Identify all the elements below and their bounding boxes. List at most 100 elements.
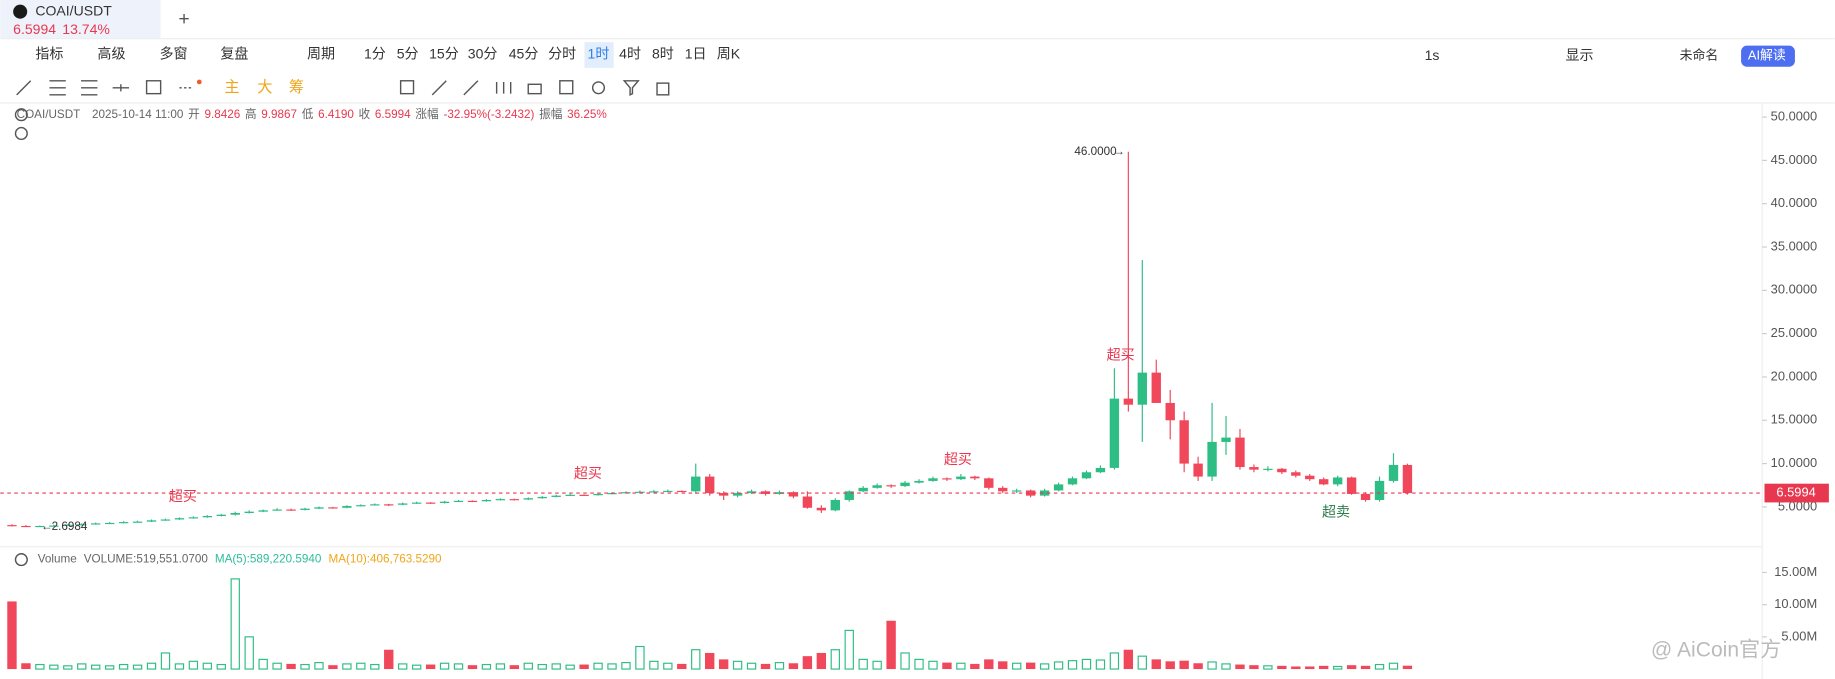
- toolbar: 指标 高级 多窗 复盘 周期 1分 5分 15分 30分 45分 分时 1时 4时 8时 1日 周K 1s 显示 未…: [35, 42, 1795, 96]
- period-button[interactable]: 分时: [548, 46, 576, 62]
- candle-body: [1332, 477, 1343, 485]
- rect-tool[interactable]: [145, 80, 162, 95]
- toolbar-button[interactable]: 复盘: [220, 46, 248, 62]
- toolbar-button[interactable]: 多窗: [159, 46, 187, 62]
- period-button[interactable]: 15分: [429, 46, 459, 62]
- volume-bar: [1081, 658, 1092, 670]
- volume-bar: [774, 662, 785, 670]
- toolbar-button[interactable]: 周期: [307, 46, 335, 62]
- add-tab[interactable]: [179, 14, 189, 24]
- volume-bar: [802, 656, 813, 670]
- tool[interactable]: [656, 82, 670, 96]
- candle-body: [774, 492, 785, 494]
- signal-label: 超买: [574, 465, 602, 481]
- candle-body: [49, 525, 59, 527]
- y-tick-label: 15.0000: [1771, 412, 1817, 427]
- volume-bar: [565, 664, 575, 670]
- candle-body: [300, 508, 310, 510]
- candle-body: [1179, 420, 1189, 464]
- indicator-tool[interactable]: 主: [224, 79, 239, 96]
- candle-body: [104, 522, 115, 525]
- volume-bar: [984, 659, 994, 670]
- channel-tool[interactable]: [81, 80, 98, 96]
- line-tool[interactable]: [16, 80, 32, 96]
- tool[interactable]: [399, 80, 415, 95]
- tool[interactable]: [495, 81, 512, 94]
- volume-bar: [174, 663, 185, 670]
- signal-label: 超卖: [1322, 503, 1350, 519]
- toolbar-right[interactable]: 未命名: [1680, 48, 1719, 63]
- volume-bar: [453, 663, 464, 670]
- tool[interactable]: [559, 80, 574, 95]
- volume-bar: [1360, 665, 1371, 670]
- candle-body: [1207, 441, 1217, 477]
- tool[interactable]: [431, 80, 447, 96]
- tab-price: 6.5994: [13, 21, 56, 37]
- active-period-bg: [584, 42, 614, 68]
- collapse-icon[interactable]: [14, 108, 28, 122]
- volume-bar: [551, 663, 561, 670]
- indicator-tool[interactable]: 筹: [289, 79, 304, 96]
- toolbar-button[interactable]: 指标: [35, 46, 63, 62]
- candle-body: [1151, 372, 1161, 403]
- volume-bar: [1249, 665, 1259, 670]
- candle-body: [788, 492, 799, 497]
- hline-tool[interactable]: [49, 80, 66, 96]
- toolbar-right[interactable]: 1s: [1425, 47, 1440, 63]
- toolbar-right[interactable]: 显示: [1565, 47, 1593, 63]
- toolbar-button[interactable]: 高级: [97, 46, 125, 62]
- candle-body: [1360, 493, 1371, 500]
- volume-bar: [300, 663, 310, 670]
- volume-bar: [398, 663, 408, 670]
- volume-bar: [202, 662, 213, 670]
- period-button[interactable]: 1日: [685, 46, 707, 62]
- volume-bar: [732, 660, 743, 670]
- period-button[interactable]: 8时: [652, 46, 674, 62]
- candle-body: [523, 498, 533, 500]
- volume-bar: [844, 629, 854, 670]
- volume-bar: [425, 664, 436, 670]
- tool[interactable]: [463, 80, 479, 96]
- candle-body: [174, 518, 185, 520]
- period-button[interactable]: 1分: [364, 46, 386, 62]
- candle-body: [844, 491, 854, 500]
- period-button[interactable]: 5分: [397, 46, 419, 62]
- y-tick-label: 40.0000: [1771, 195, 1817, 210]
- candle-body: [649, 491, 659, 493]
- volume-bar: [21, 663, 31, 670]
- candle-body: [370, 504, 380, 506]
- candle-body: [202, 516, 213, 518]
- ray-tool[interactable]: [112, 84, 130, 92]
- period-button[interactable]: 45分: [509, 46, 539, 62]
- y-tick-label: 35.0000: [1771, 238, 1817, 253]
- volume-bar: [663, 662, 673, 670]
- dot: [196, 79, 202, 85]
- period-button[interactable]: 30分: [468, 46, 498, 62]
- tool[interactable]: [527, 83, 542, 95]
- collapse-icon[interactable]: [14, 553, 28, 567]
- period-button[interactable]: 1时: [588, 46, 610, 62]
- volume-bar: [830, 649, 840, 670]
- volume-bar: [621, 662, 631, 670]
- candle-body: [900, 482, 910, 487]
- candle-body: [565, 494, 575, 496]
- volume-bar: [1109, 652, 1120, 670]
- period-button[interactable]: 周K: [717, 46, 741, 62]
- tool[interactable]: [622, 80, 640, 96]
- volume-bar: [1388, 662, 1399, 670]
- volume-bar: [146, 662, 157, 670]
- tool[interactable]: [591, 81, 606, 95]
- candle-body: [872, 485, 882, 488]
- candle-body: [244, 511, 254, 513]
- tab[interactable]: [0, 0, 161, 39]
- candle-body: [802, 496, 813, 508]
- volume-bar: [244, 636, 254, 670]
- toolbar-right[interactable]: AI解读: [1748, 48, 1786, 63]
- y-tick-label: 45.0000: [1771, 152, 1817, 167]
- indicator-tool[interactable]: 大: [257, 79, 272, 96]
- expand-icon[interactable]: [14, 126, 28, 141]
- volume-bar: [718, 659, 729, 670]
- volume-bar: [607, 663, 617, 670]
- period-button[interactable]: 4时: [619, 46, 641, 62]
- y-tick-label: 25.0000: [1771, 325, 1817, 340]
